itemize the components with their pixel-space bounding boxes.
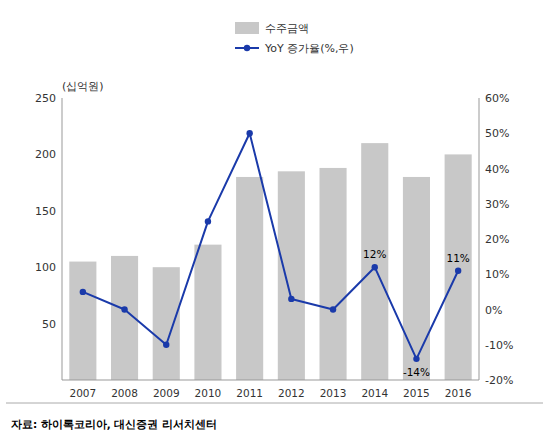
y2-tick-label: 0% [485, 304, 502, 317]
y-tick-label: 250 [35, 92, 56, 105]
y-tick-label: 150 [35, 205, 56, 218]
line [83, 133, 458, 359]
y2-tick-label: -20% [485, 374, 513, 387]
y2-tick-label: -10% [485, 339, 513, 352]
marker [288, 296, 294, 302]
marker [455, 268, 461, 274]
bar [445, 154, 472, 380]
x-axis [62, 380, 479, 381]
bar [153, 267, 180, 380]
chart: 50 100 150 200 250 -20% -10% 0% 10% 20% 30% 40% 50% 6… [0, 0, 549, 441]
annotation: 12% [363, 248, 386, 260]
y2-tick-label: 20% [485, 233, 509, 246]
legend-label: YoY 증가율(%,우) [264, 42, 354, 55]
y2-tick-label: 40% [485, 163, 509, 176]
bar [278, 171, 305, 380]
bar [236, 177, 263, 380]
background [0, 0, 549, 441]
x-tick-label: 2009 [153, 387, 180, 399]
x-tick-label: 2014 [361, 387, 388, 399]
legend-label: 수주금액 [265, 22, 309, 35]
legend-marker [244, 45, 250, 51]
x-tick-label: 2011 [236, 387, 263, 399]
y2-tick-label: 10% [485, 268, 509, 281]
bar [403, 177, 430, 380]
x-tick-label: 2010 [195, 387, 222, 399]
y-tick-label: 100 [35, 261, 56, 274]
bar [69, 262, 96, 380]
marker [330, 306, 336, 312]
y2-tick-label: 50% [485, 127, 509, 140]
marker [372, 264, 378, 270]
separator [6, 403, 543, 404]
x-tick-label: 2007 [69, 387, 96, 399]
source: 자료: 하이록코리아, 대신증권 리서치센터 [11, 418, 217, 430]
annotation: 11% [446, 252, 469, 264]
y-axis-label: (십억원) [62, 80, 104, 93]
x-tick-label: 2016 [445, 387, 472, 399]
y-tick-label: 200 [35, 148, 56, 161]
marker [413, 356, 419, 362]
x-tick-label: 2008 [111, 387, 138, 399]
x-tick-label: 2015 [403, 387, 430, 399]
bar [194, 245, 221, 380]
marker [246, 130, 252, 136]
annotation: -14% [403, 366, 430, 378]
legend-swatch [235, 22, 259, 34]
marker [121, 306, 127, 312]
left-axis [62, 98, 63, 380]
y2-tick-label: 60% [485, 92, 509, 105]
y-tick-label: 50 [42, 318, 56, 331]
marker [163, 342, 169, 348]
bar [319, 168, 346, 380]
marker [80, 289, 86, 295]
bar [361, 143, 388, 380]
marker [205, 218, 211, 224]
y2-tick-label: 30% [485, 198, 509, 211]
x-tick-label: 2012 [278, 387, 305, 399]
right-axis [479, 98, 480, 380]
plot-area [69, 130, 471, 380]
legend: 수주금액 YoY 증가율(%,우) [235, 22, 354, 55]
x-tick-label: 2013 [320, 387, 347, 399]
